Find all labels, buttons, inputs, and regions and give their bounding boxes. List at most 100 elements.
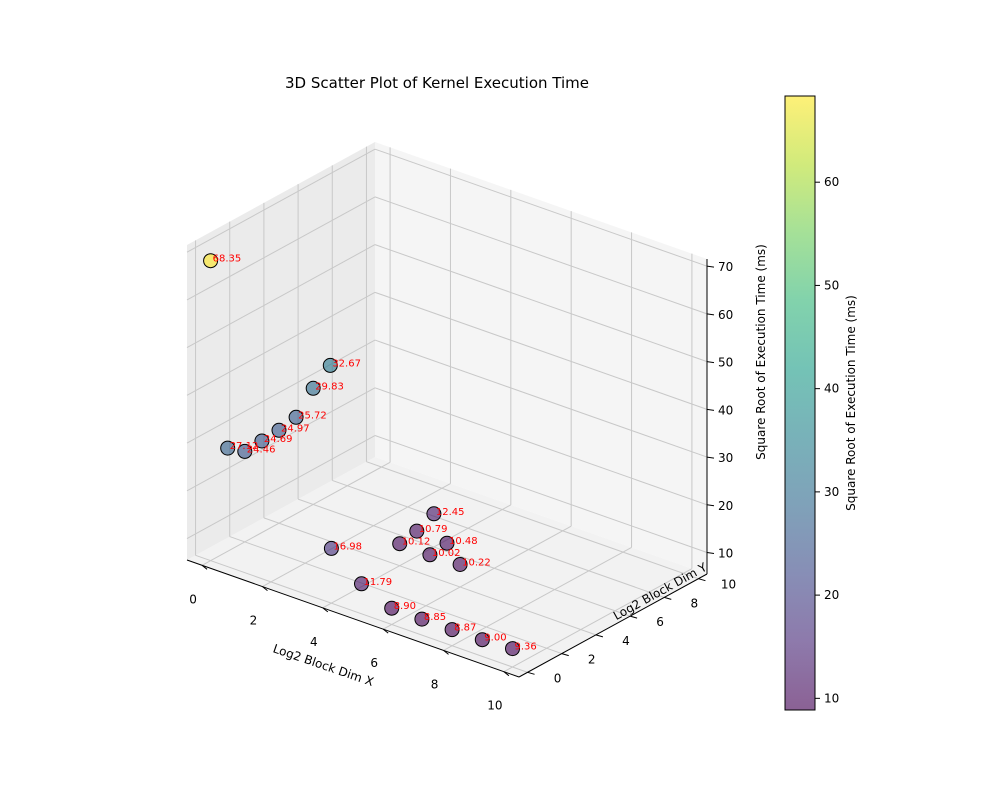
- data-point: [237, 443, 253, 459]
- grid-line-z: [186, 244, 376, 349]
- point-annotation: 29.83: [315, 381, 344, 392]
- data-point: [203, 253, 219, 269]
- z-tick-label: 40: [718, 403, 733, 417]
- grid-line-y: [332, 479, 665, 598]
- colorbar-tick-label: 60: [824, 175, 839, 189]
- point-annotation: 8.90: [394, 601, 416, 612]
- y-tick-label: 4: [622, 634, 630, 648]
- colorbar-tick-label: 10: [824, 691, 839, 705]
- y-axis-line: [518, 573, 708, 678]
- point-annotation: 68.35: [213, 254, 242, 265]
- x-axis-label: Log2 Block Dim X: [271, 641, 375, 689]
- grid-line-x: [503, 568, 693, 673]
- point-annotation: 24.97: [281, 423, 310, 434]
- grid-line-z: [186, 148, 376, 253]
- point-annotation: 10.48: [449, 536, 478, 547]
- y-tick: [698, 578, 706, 582]
- data-point: [444, 622, 460, 638]
- grid-line-z: [374, 387, 708, 506]
- point-annotation: 25.72: [298, 410, 327, 421]
- z-tick-label: 50: [718, 356, 733, 370]
- x-axis-line: [186, 559, 520, 678]
- colorbar: 10 20 30 40 50 60 Square Root of Execution Ti…: [784, 95, 858, 711]
- data-point: [220, 440, 236, 456]
- x-tick: [443, 650, 449, 655]
- data-point: [392, 536, 408, 552]
- y-tick: [595, 634, 604, 638]
- tick-labels: 0 2 4 6 8 10 0 2 4 6 8 10 10 20 30 40 50 60 70: [189, 260, 736, 713]
- data-point: [422, 547, 438, 563]
- grid-line-z: [374, 291, 708, 410]
- data-point: [288, 409, 304, 425]
- grid-line-z: [186, 435, 376, 539]
- z-tick-label: 20: [718, 499, 733, 513]
- y-tick-label: 2: [588, 653, 596, 667]
- point-annotation: 12.45: [436, 507, 465, 518]
- grid-line-z: [374, 148, 708, 267]
- x-tick-label: 4: [310, 635, 318, 649]
- z-tick: [706, 265, 715, 268]
- z-tick: [706, 456, 715, 459]
- colorbar-tick-label: 20: [824, 588, 839, 602]
- point-annotation: 24.69: [264, 434, 293, 445]
- y-tick: [561, 653, 569, 657]
- left-pane: [187, 142, 375, 560]
- grid-line-y: [229, 536, 562, 655]
- x-tick-label: 6: [370, 656, 378, 670]
- data-point: [439, 535, 455, 551]
- data-point: [323, 540, 339, 556]
- data-point: [322, 357, 338, 373]
- x-tick-label: 0: [189, 592, 197, 606]
- x-tick-label: 8: [431, 677, 439, 691]
- x-tick-label: 2: [250, 614, 258, 628]
- data-point: [414, 611, 430, 627]
- x-tick: [382, 628, 389, 634]
- point-annotation: 10.79: [419, 524, 448, 535]
- colorbar-ticks: 10 20 30 40 50 60: [815, 175, 839, 705]
- point-annotation: 8.87: [454, 623, 476, 634]
- grid-line-y: [297, 498, 631, 617]
- z-tick: [706, 361, 715, 364]
- grid-line-z: [374, 435, 708, 553]
- grid-line-z: [186, 387, 376, 492]
- y-tick: [629, 615, 638, 619]
- axis-lines: [186, 259, 708, 678]
- data-point: [409, 523, 425, 539]
- grid-line-x: [382, 525, 572, 630]
- z-tick: [706, 313, 715, 316]
- x-tick-label: 10: [487, 699, 502, 713]
- point-annotation: 10.12: [402, 537, 431, 548]
- floor-pane: [187, 457, 707, 677]
- grid-line-z: [186, 291, 376, 396]
- point-annotation: 27.12: [230, 441, 259, 452]
- point-annotation: 9.36: [515, 642, 537, 653]
- x-tick: [262, 586, 268, 591]
- data-point: [452, 557, 468, 572]
- point-annotation: 8.85: [424, 612, 446, 623]
- y-tick-label: 6: [656, 615, 664, 629]
- y-tick: [527, 671, 535, 675]
- grid-line-x: [201, 461, 391, 566]
- z-tick-label: 60: [718, 308, 733, 322]
- back-pane: [375, 142, 707, 574]
- axis-panes: [187, 142, 707, 677]
- z-tick-label: 70: [718, 260, 733, 274]
- point-annotation: 10.22: [462, 558, 491, 569]
- grid-line-y: [366, 461, 699, 580]
- data-point: [384, 600, 400, 616]
- y-tick-label: 10: [721, 578, 736, 592]
- point-annotation: 24.46: [247, 444, 276, 455]
- grid-line-x: [262, 483, 451, 588]
- z-tick-label: 10: [718, 547, 733, 561]
- point-annotation: 32.67: [332, 358, 361, 369]
- y-tick-label: 0: [554, 671, 562, 685]
- colorbar-tick-label: 30: [824, 485, 839, 499]
- colorbar-tick-label: 50: [824, 278, 839, 292]
- colorbar-label: Square Root of Execution Time (ms): [844, 295, 858, 511]
- data-point: [474, 632, 490, 648]
- point-annotation: 10.02: [432, 548, 461, 559]
- grid-line-z: [186, 196, 376, 301]
- colorbar-tick-label: 40: [824, 382, 839, 396]
